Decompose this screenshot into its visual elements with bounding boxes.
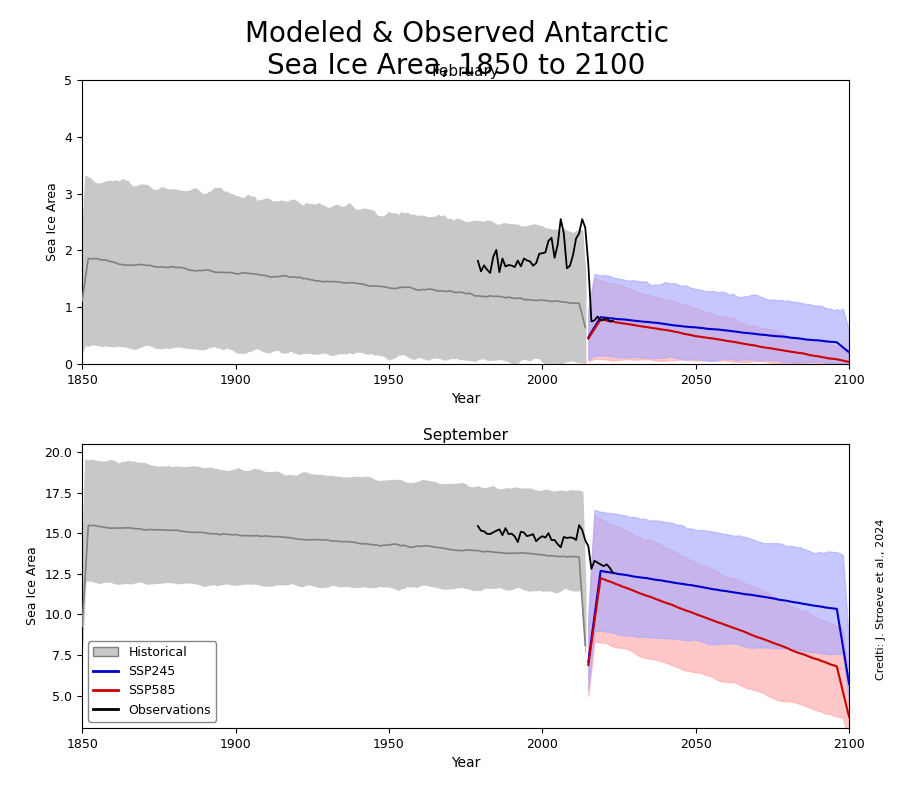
X-axis label: Year: Year: [451, 392, 480, 406]
Legend: Historical, SSP245, SSP585, Observations: Historical, SSP245, SSP585, Observations: [89, 641, 216, 722]
Title: February: February: [432, 64, 499, 79]
Y-axis label: Sea Ice Area: Sea Ice Area: [46, 182, 59, 262]
Title: September: September: [423, 428, 509, 443]
Text: Credti: J. Stroeve et al., 2024: Credti: J. Stroeve et al., 2024: [876, 518, 886, 680]
Text: Modeled & Observed Antarctic
Sea Ice Area, 1850 to 2100: Modeled & Observed Antarctic Sea Ice Are…: [245, 20, 668, 80]
Y-axis label: Sea Ice Area: Sea Ice Area: [26, 546, 39, 626]
X-axis label: Year: Year: [451, 756, 480, 770]
